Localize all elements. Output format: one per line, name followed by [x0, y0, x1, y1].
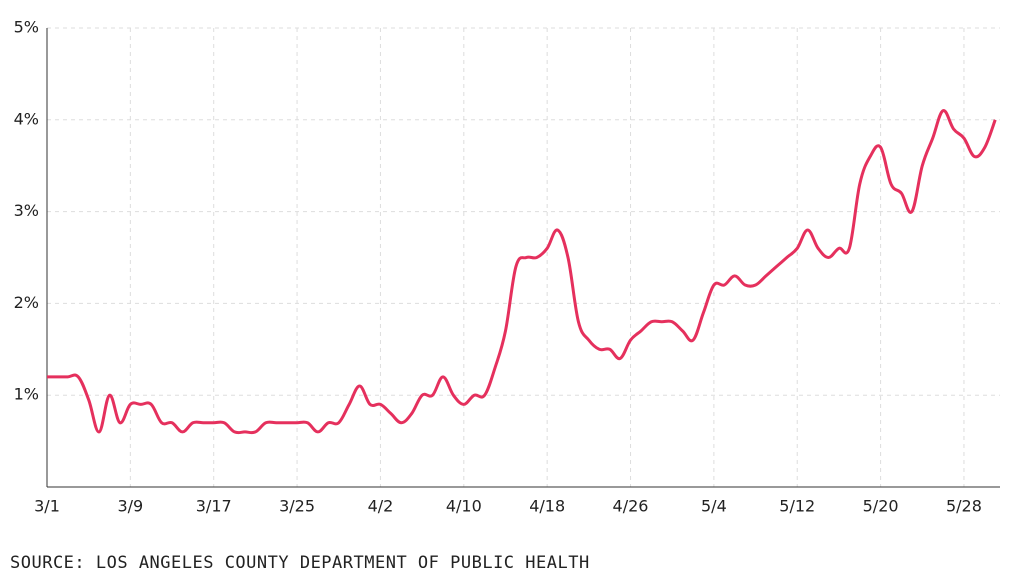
y-tick-label: 5% [14, 18, 39, 37]
data-line [46, 109, 997, 435]
x-tick-label: 3/25 [279, 497, 315, 516]
x-tick-label: 4/2 [368, 497, 394, 516]
y-tick-label: 1% [14, 385, 39, 404]
x-tick-label: 5/4 [701, 497, 727, 516]
x-tick-label: 4/26 [613, 497, 649, 516]
source-note: SOURCE: LOS ANGELES COUNTY DEPARTMENT OF… [10, 553, 590, 573]
x-tick-label: 3/1 [34, 497, 60, 516]
x-tick-label: 5/28 [946, 497, 982, 516]
x-tick-label: 3/17 [196, 497, 232, 516]
x-tick-label: 4/18 [529, 497, 565, 516]
x-tick-label: 3/9 [117, 497, 143, 516]
x-tick-label: 5/20 [863, 497, 899, 516]
x-tick-label: 5/12 [779, 497, 815, 516]
y-tick-label: 4% [14, 109, 39, 128]
y-tick-label: 2% [14, 293, 39, 312]
x-tick-label: 4/10 [446, 497, 482, 516]
y-tick-label: 3% [14, 201, 39, 220]
